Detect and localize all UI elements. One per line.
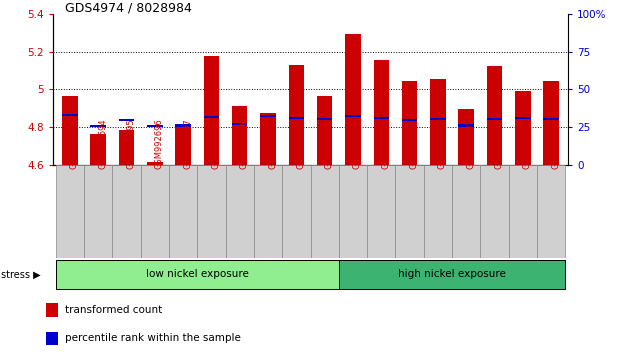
Bar <box>458 109 474 165</box>
Bar <box>62 96 78 165</box>
Text: GSM992700: GSM992700 <box>268 119 277 169</box>
Text: GSM992697: GSM992697 <box>183 119 192 169</box>
Bar <box>232 122 248 125</box>
Bar <box>339 260 565 289</box>
Text: GSM992709: GSM992709 <box>523 119 532 169</box>
Text: GSM992702: GSM992702 <box>325 119 333 169</box>
Bar <box>169 165 197 258</box>
Bar <box>373 117 389 119</box>
Bar <box>204 116 219 118</box>
Bar <box>289 117 304 119</box>
Bar <box>310 165 339 258</box>
Text: stress ▶: stress ▶ <box>1 269 41 279</box>
Text: GSM992703: GSM992703 <box>353 119 362 169</box>
Text: GSM992708: GSM992708 <box>494 119 504 169</box>
Bar <box>90 134 106 165</box>
Text: low nickel exposure: low nickel exposure <box>146 269 248 279</box>
Text: GSM992699: GSM992699 <box>240 119 248 169</box>
Bar <box>119 130 134 165</box>
Bar <box>232 106 248 165</box>
Bar <box>487 118 502 120</box>
Bar <box>197 165 225 258</box>
Bar <box>339 165 367 258</box>
Text: GSM992710: GSM992710 <box>551 119 560 169</box>
Text: GSM992694: GSM992694 <box>98 119 107 169</box>
Bar <box>373 60 389 165</box>
Text: GSM992698: GSM992698 <box>211 119 220 169</box>
Bar <box>175 127 191 165</box>
Bar <box>537 165 565 258</box>
Bar <box>90 125 106 127</box>
Bar <box>430 79 446 165</box>
Bar <box>424 165 452 258</box>
Bar <box>119 119 134 121</box>
Bar <box>254 165 282 258</box>
Text: GSM992696: GSM992696 <box>155 119 164 169</box>
Bar <box>204 57 219 165</box>
Bar <box>402 81 417 165</box>
Text: GDS4974 / 8028984: GDS4974 / 8028984 <box>65 2 192 15</box>
Bar <box>147 125 163 127</box>
Bar <box>458 125 474 126</box>
Text: GSM992706: GSM992706 <box>438 119 447 169</box>
Bar <box>509 165 537 258</box>
Bar <box>84 165 112 258</box>
Bar <box>317 118 332 120</box>
Bar <box>260 113 276 165</box>
Bar <box>515 91 531 165</box>
Bar <box>260 115 276 117</box>
Bar <box>62 114 78 116</box>
Bar <box>345 115 361 117</box>
Bar <box>452 165 481 258</box>
Bar <box>289 65 304 165</box>
Bar <box>175 125 191 126</box>
Text: GSM992704: GSM992704 <box>381 119 391 169</box>
Bar <box>225 165 254 258</box>
Bar <box>481 165 509 258</box>
Bar <box>396 165 424 258</box>
Bar <box>147 162 163 165</box>
Text: GSM992705: GSM992705 <box>410 119 419 169</box>
Bar <box>140 165 169 258</box>
Bar <box>367 165 396 258</box>
Bar <box>282 165 310 258</box>
Bar <box>46 303 58 317</box>
Bar <box>317 96 332 165</box>
Text: transformed count: transformed count <box>65 305 162 315</box>
Text: GSM992695: GSM992695 <box>127 119 135 169</box>
Text: high nickel exposure: high nickel exposure <box>398 269 506 279</box>
Bar <box>56 165 84 258</box>
Bar <box>487 66 502 165</box>
Bar <box>112 165 140 258</box>
Bar <box>543 118 559 120</box>
Bar <box>430 118 446 120</box>
Bar <box>402 119 417 121</box>
Text: percentile rank within the sample: percentile rank within the sample <box>65 333 240 343</box>
Text: GSM992707: GSM992707 <box>466 119 475 169</box>
Bar <box>515 117 531 119</box>
Bar <box>543 81 559 165</box>
Text: GSM992701: GSM992701 <box>296 119 306 169</box>
Text: GSM992693: GSM992693 <box>70 119 79 169</box>
Bar <box>46 332 58 345</box>
Bar <box>345 34 361 165</box>
Bar <box>56 260 339 289</box>
